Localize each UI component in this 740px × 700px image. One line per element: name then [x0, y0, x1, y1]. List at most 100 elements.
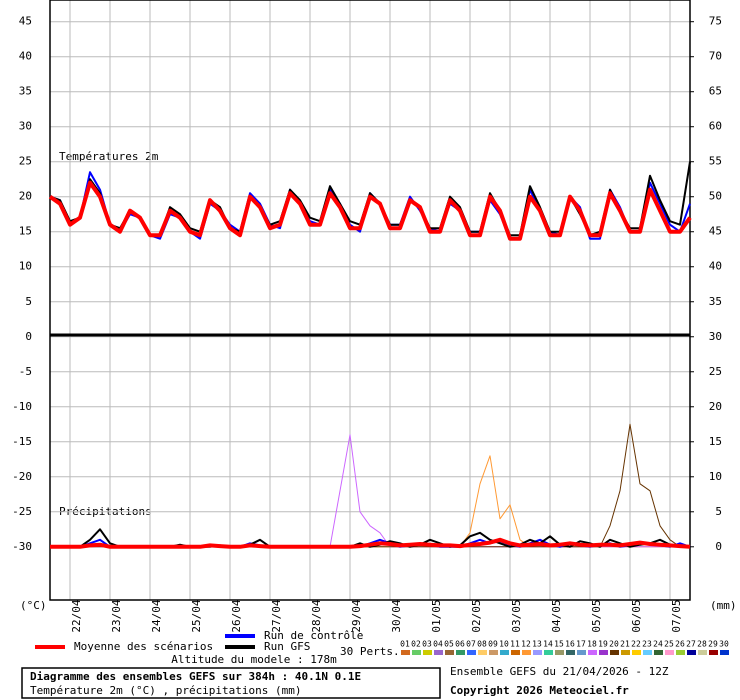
y2-tick-label: 5 [715, 505, 722, 518]
x-tick-label: 06/05 [630, 599, 643, 632]
perturbations-title: 30 Perts. [340, 645, 400, 658]
x-tick-label: 05/05 [590, 599, 603, 632]
y2-tick-label: 60 [709, 120, 722, 133]
perturbation-swatch [423, 650, 432, 655]
y-tick-label: 0 [25, 330, 32, 343]
y-tick-label: -5 [19, 365, 32, 378]
y-unit: (°C) [20, 599, 47, 612]
perturbation-swatch [555, 650, 564, 655]
x-tick-label: 30/04 [390, 599, 403, 632]
panel-label: Températures 2m [59, 150, 159, 163]
perturbation-precip-line [50, 423, 690, 548]
perturbation-label: 16 [565, 640, 575, 649]
perturbation-swatch [489, 650, 498, 655]
perturbation-label: 21 [620, 640, 630, 649]
perturbation-swatch [643, 650, 652, 655]
perturbation-swatch [654, 650, 663, 655]
perturbation-swatch [698, 650, 707, 655]
y2-tick-label: 35 [709, 295, 722, 308]
perturbation-swatch [445, 650, 454, 655]
y-tick-label: 20 [19, 190, 32, 203]
copyright: Copyright 2026 Meteociel.fr [450, 684, 629, 697]
perturbation-swatch [687, 650, 696, 655]
perturbation-label: 13 [532, 640, 542, 649]
y2-tick-label: 75 [709, 15, 722, 28]
perturbation-swatch [610, 650, 619, 655]
perturbation-swatch [588, 650, 597, 655]
y2-tick-label: 70 [709, 50, 722, 63]
perturbation-label: 03 [422, 640, 432, 649]
y-tick-label: 15 [19, 225, 32, 238]
perturbation-swatch [434, 650, 443, 655]
perturbation-label: 29 [708, 640, 718, 649]
y-tick-label: -25 [12, 505, 32, 518]
perturbation-precip-line [50, 455, 690, 548]
y-tick-label: -30 [12, 540, 32, 553]
perturbation-label: 25 [664, 640, 674, 649]
x-tick-label: 03/05 [510, 599, 523, 632]
perturbation-label: 23 [642, 640, 652, 649]
y2-tick-label: 30 [709, 330, 722, 343]
y-tick-label: 35 [19, 85, 32, 98]
perturbation-label: 05 [444, 640, 454, 649]
perturbation-swatch [533, 650, 542, 655]
perturbation-label: 09 [488, 640, 498, 649]
plot-frame [49, 0, 691, 601]
perturbation-label: 20 [609, 640, 619, 649]
y2-unit: (mm) [710, 599, 737, 612]
perturbation-label: 15 [554, 640, 564, 649]
perturbation-swatch [544, 650, 553, 655]
perturbation-label: 07 [466, 640, 476, 649]
perturbation-label: 26 [675, 640, 685, 649]
footer-box [21, 667, 441, 699]
perturbation-swatch [522, 650, 531, 655]
x-tick-label: 22/04 [70, 599, 83, 632]
perturbation-label: 12 [521, 640, 531, 649]
y-tick-label: 45 [19, 15, 32, 28]
x-tick-label: 24/04 [150, 599, 163, 632]
y2-tick-label: 15 [709, 435, 722, 448]
x-tick-label: 25/04 [190, 599, 203, 632]
temperature-line [48, 180, 692, 241]
perturbation-swatch [599, 650, 608, 655]
perturbation-swatch [412, 650, 421, 655]
grid [50, 0, 690, 600]
y2-tick-label: 40 [709, 260, 722, 273]
perturbation-label: 22 [631, 640, 641, 649]
perturbation-label: 24 [653, 640, 663, 649]
x-tick-label: 26/04 [230, 599, 243, 632]
y-tick-label: -15 [12, 435, 32, 448]
perturbation-label: 17 [576, 640, 586, 649]
legend-label: Run de contrôle [264, 629, 363, 642]
perturbation-precip-line [50, 434, 690, 548]
y-tick-label: 40 [19, 50, 32, 63]
perturbation-swatch [566, 650, 575, 655]
x-tick-label: 04/05 [550, 599, 563, 632]
precip-line [50, 537, 691, 549]
y-tick-label: 30 [19, 120, 32, 133]
perturbation-label: 14 [543, 640, 553, 649]
y-tick-label: 10 [19, 260, 32, 273]
perturbation-swatch [401, 650, 410, 655]
perturbation-label: 06 [455, 640, 465, 649]
legend-label: Moyenne des scénarios [74, 640, 213, 653]
run-info: Ensemble GEFS du 21/04/2026 - 12Z [450, 665, 669, 678]
perturbation-swatch [500, 650, 509, 655]
perturbation-swatch [478, 650, 487, 655]
y2-tick-label: 0 [715, 540, 722, 553]
y-tick-label: 5 [25, 295, 32, 308]
x-tick-label: 02/05 [470, 599, 483, 632]
perturbation-label: 11 [510, 640, 520, 649]
x-tick-label: 27/04 [270, 599, 283, 632]
legend-label: Run GFS [264, 640, 310, 653]
y2-tick-label: 25 [709, 365, 722, 378]
y-tick-label: -10 [12, 400, 32, 413]
y2-tick-label: 65 [709, 85, 722, 98]
footer-title: Diagramme des ensembles GEFS sur 384h : … [30, 670, 361, 683]
perturbation-label: 08 [477, 640, 487, 649]
y2-tick-label: 55 [709, 155, 722, 168]
perturbation-swatch [676, 650, 685, 655]
perturbation-swatch [456, 650, 465, 655]
perturbation-label: 02 [411, 640, 421, 649]
